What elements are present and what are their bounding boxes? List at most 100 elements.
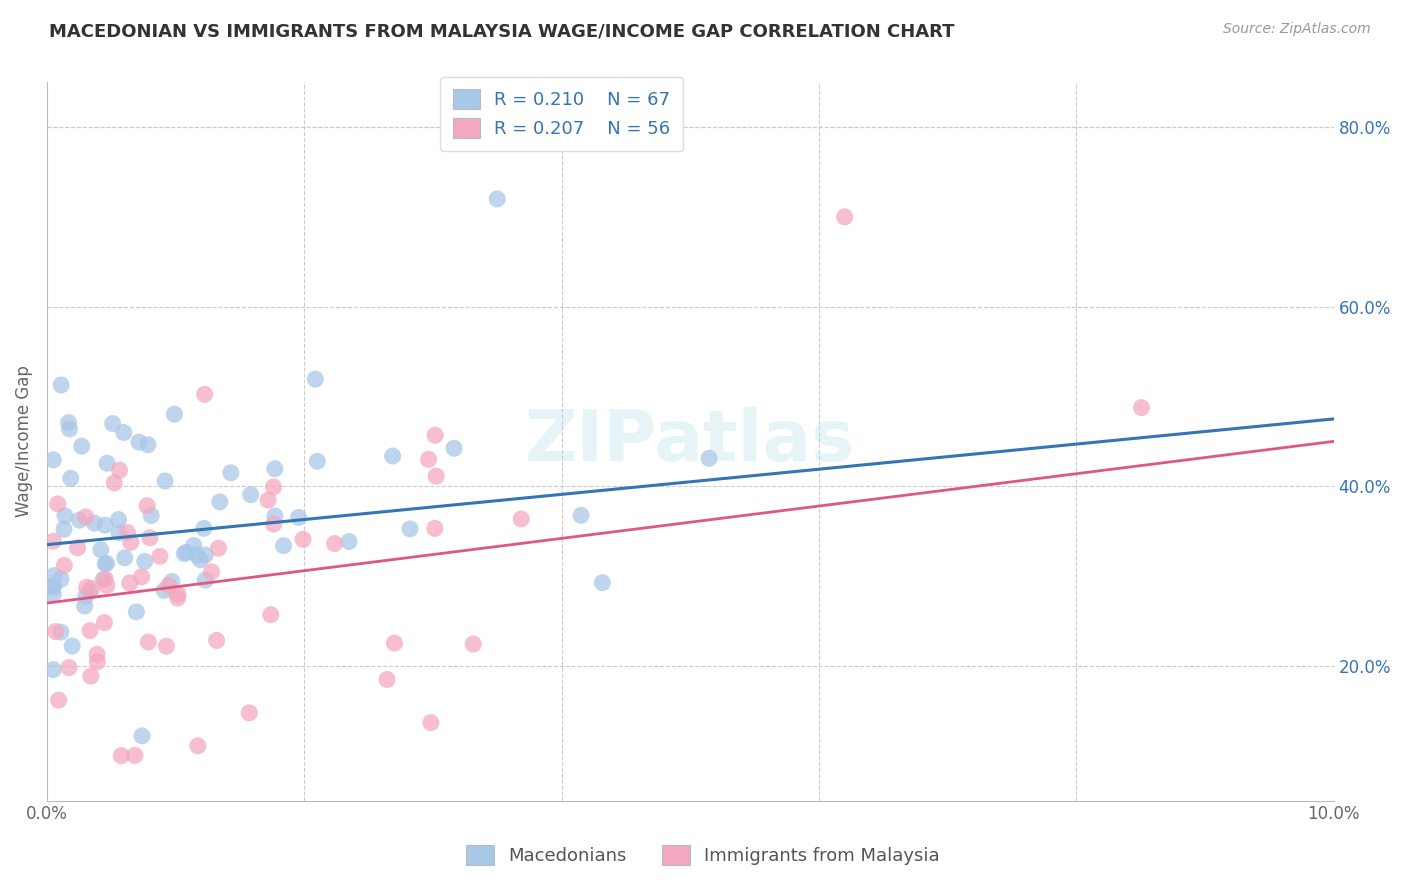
Point (425, 469, 447, 483)
Point (125, 605, 148, 619)
Point (60, 639, 83, 653)
Point (86, 648, 108, 662)
Point (46, 497, 69, 511)
Text: Source: ZipAtlas.com: Source: ZipAtlas.com (1223, 22, 1371, 37)
Point (423, 521, 446, 535)
Point (207, 541, 229, 556)
Point (91, 573, 114, 587)
Point (194, 548, 217, 562)
Point (79, 584, 101, 599)
Point (90, 542, 112, 557)
Point (263, 517, 285, 532)
Text: ZIPatlas: ZIPatlas (526, 407, 855, 476)
Y-axis label: Wage/Income Gap: Wage/Income Gap (15, 366, 32, 517)
Point (108, 463, 131, 477)
Point (193, 521, 215, 535)
Point (200, 565, 222, 579)
Point (194, 573, 217, 587)
Point (399, 522, 422, 536)
Point (423, 428, 446, 442)
Point (49, 572, 72, 586)
Point (53, 558, 76, 573)
Point (443, 442, 465, 456)
Point (157, 578, 180, 592)
Point (86, 655, 108, 669)
Legend: Macedonians, Immigrants from Malaysia: Macedonians, Immigrants from Malaysia (457, 836, 949, 874)
Point (263, 462, 285, 476)
Point (167, 587, 190, 601)
Point (53, 508, 76, 523)
Point (120, 535, 142, 549)
Point (153, 474, 176, 488)
Point (134, 554, 156, 568)
Point (79, 624, 101, 638)
Point (83, 516, 105, 530)
Point (42, 452, 65, 467)
Point (136, 499, 159, 513)
Point (381, 449, 404, 463)
Point (139, 531, 162, 545)
Point (239, 488, 262, 502)
Point (384, 636, 406, 650)
Point (153, 583, 176, 598)
Point (73, 599, 96, 613)
Point (124, 748, 146, 763)
Point (160, 574, 183, 589)
Point (304, 372, 326, 386)
Point (67, 513, 90, 527)
Point (66, 541, 89, 555)
Point (264, 509, 287, 524)
Point (112, 425, 135, 440)
Point (263, 480, 285, 494)
Point (187, 739, 209, 753)
Point (94, 572, 117, 586)
Point (307, 454, 329, 468)
Point (42, 534, 65, 549)
Point (419, 715, 441, 730)
Point (42, 578, 65, 592)
Point (101, 417, 124, 431)
Point (149, 549, 172, 564)
Point (117, 525, 139, 540)
Point (58, 422, 80, 436)
Point (238, 706, 260, 720)
Point (292, 533, 315, 547)
Point (287, 510, 309, 524)
Point (219, 466, 242, 480)
Point (107, 512, 129, 526)
Point (42, 663, 65, 677)
Point (44, 568, 66, 582)
Point (155, 639, 177, 653)
Point (510, 512, 533, 526)
Point (103, 475, 125, 490)
Point (337, 534, 360, 549)
Point (166, 591, 188, 605)
Point (75, 590, 97, 604)
Point (80, 582, 103, 596)
Point (375, 673, 398, 687)
Point (49, 378, 72, 392)
Point (131, 570, 153, 584)
Point (58, 660, 80, 674)
Point (70, 439, 93, 453)
Point (48, 693, 70, 707)
Point (76, 580, 98, 594)
Point (45, 624, 67, 639)
Point (138, 635, 160, 649)
Point (205, 633, 228, 648)
Point (260, 607, 283, 622)
Point (257, 493, 280, 508)
Point (273, 539, 295, 553)
Point (194, 387, 217, 401)
Point (80, 669, 103, 683)
Point (323, 536, 346, 550)
Point (208, 495, 231, 509)
Point (110, 748, 132, 763)
Legend: R = 0.210    N = 67, R = 0.207    N = 56: R = 0.210 N = 67, R = 0.207 N = 56 (440, 77, 683, 151)
Point (58, 416, 80, 430)
Point (176, 545, 198, 559)
Point (183, 539, 205, 553)
Point (94, 557, 117, 571)
Point (96, 557, 118, 571)
Point (96, 578, 118, 592)
